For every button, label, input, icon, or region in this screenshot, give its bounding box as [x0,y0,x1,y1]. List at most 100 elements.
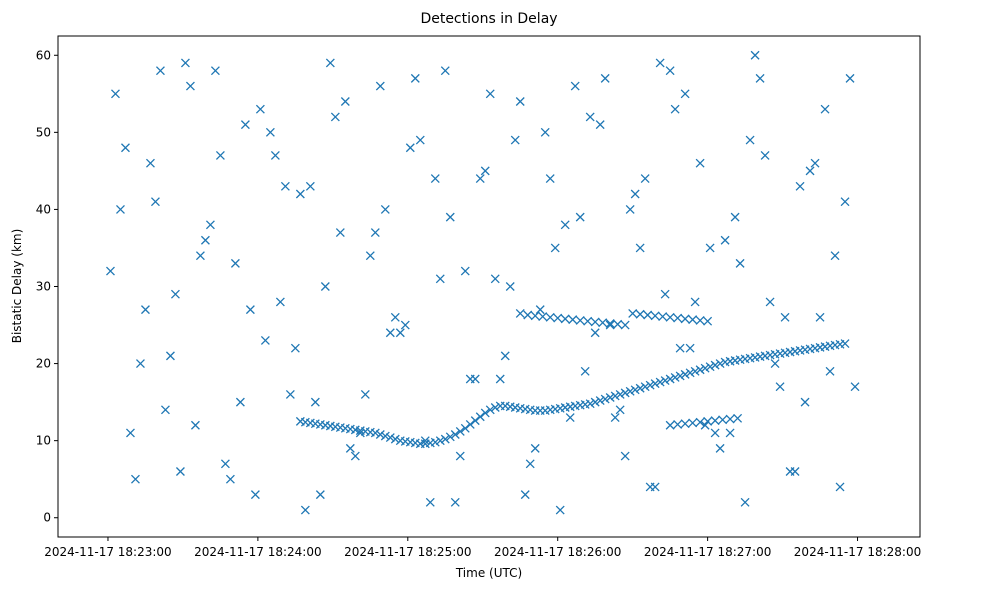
x-tick-label: 2024-11-17 18:26:00 [494,545,621,559]
scatter-point [440,434,450,444]
scatter-point [575,212,585,222]
scatter-point [200,235,210,245]
scatter-point [330,112,340,122]
scatter-point [680,314,690,324]
scatter-point [625,386,635,396]
scatter-point [645,482,655,492]
scatter-point [560,220,570,230]
plot-area [58,36,920,537]
scatter-point [480,408,490,418]
scatter-point [175,467,185,476]
scatter-point [673,420,683,429]
scatter-point [215,151,225,160]
scatter-point [750,50,760,60]
scatter-point [585,399,595,409]
scatter-point [815,312,825,322]
scatter-point [125,428,135,438]
scatter-point [613,319,623,329]
scatter-point [680,419,690,429]
scatter-point [570,81,580,91]
chart-title: Detections in Delay [420,11,557,27]
scatter-point [470,416,480,426]
scatter-point [703,316,713,326]
scatter-point [495,374,505,384]
scatter-point [465,420,475,429]
scatter-point [420,436,430,446]
scatter-point [590,397,600,407]
scatter-point [490,274,500,284]
scatter-point [785,467,795,476]
scatter-point [680,89,690,99]
scatter-point [583,316,593,326]
scatter-point [350,451,360,461]
scatter-point [245,305,255,315]
scatter-point [460,266,470,276]
scatter-point [800,397,810,407]
scatter-point [733,413,743,423]
scatter-point [770,359,780,369]
scatter-point [440,66,450,76]
scatter-point [715,359,725,369]
scatter-point [730,212,740,222]
scatter-point [620,388,630,398]
scatter-point [675,371,685,381]
scatter-point [450,430,460,439]
scatter-point [305,181,315,191]
scatter-point [475,174,485,184]
scatter-point [765,297,775,307]
scatter-point [620,451,630,461]
scatter-point [628,309,638,318]
scatter-point [445,432,455,442]
scatter-point [465,374,475,384]
scatter-point [830,251,840,261]
scatter-point [630,189,640,199]
scatter-point [685,343,695,353]
scatter-point [180,58,190,68]
scatter-point [590,328,600,338]
scatter-point [635,243,645,253]
scatter-point [665,420,675,430]
scatter-point [225,474,235,484]
scatter-point [400,320,410,330]
scatter-point [665,312,675,322]
scatter-point [360,389,370,399]
scatter-point [715,443,725,453]
scatter-point [515,97,525,106]
y-axis: 0 10 20 30 40 50 60 [36,48,58,525]
scatter-point [825,366,835,376]
scatter-point [121,143,130,153]
scatter-point [135,359,145,369]
scatter-point [390,312,400,322]
scatter-point [645,380,655,390]
scatter-point [445,212,455,222]
scatter-point [568,315,578,325]
y-tick-label: 20 [36,357,51,371]
scatter-point [185,81,195,91]
scatter-point [845,73,855,83]
x-tick-label: 2024-11-17 18:23:00 [44,545,171,559]
markers-layer [106,50,860,515]
scatter-point [620,320,630,330]
scatter-point [355,428,365,438]
plot-background [58,36,920,537]
x-axis: 2024-11-17 18:23:00 2024-11-17 18:24:00 20… [44,537,921,559]
scatter-point [650,379,660,389]
scatter-point [165,351,175,361]
y-tick-label: 0 [43,511,51,525]
scatter-point [475,412,485,422]
scatter-point [718,415,728,425]
scatter-point [550,243,560,253]
scatter-point [155,66,165,76]
scatter-point [435,274,445,284]
scatter-point [405,143,415,153]
scatter-point [695,365,705,375]
y-tick-label: 30 [36,280,51,294]
scatter-point [690,297,700,307]
scatter-point [560,314,570,324]
scatter-point [450,497,460,507]
scatter-point [710,416,720,426]
scatter-point [775,382,785,392]
scatter-point [540,127,550,137]
x-tick-label: 2024-11-17 18:24:00 [194,545,321,559]
scatter-point [160,405,170,415]
